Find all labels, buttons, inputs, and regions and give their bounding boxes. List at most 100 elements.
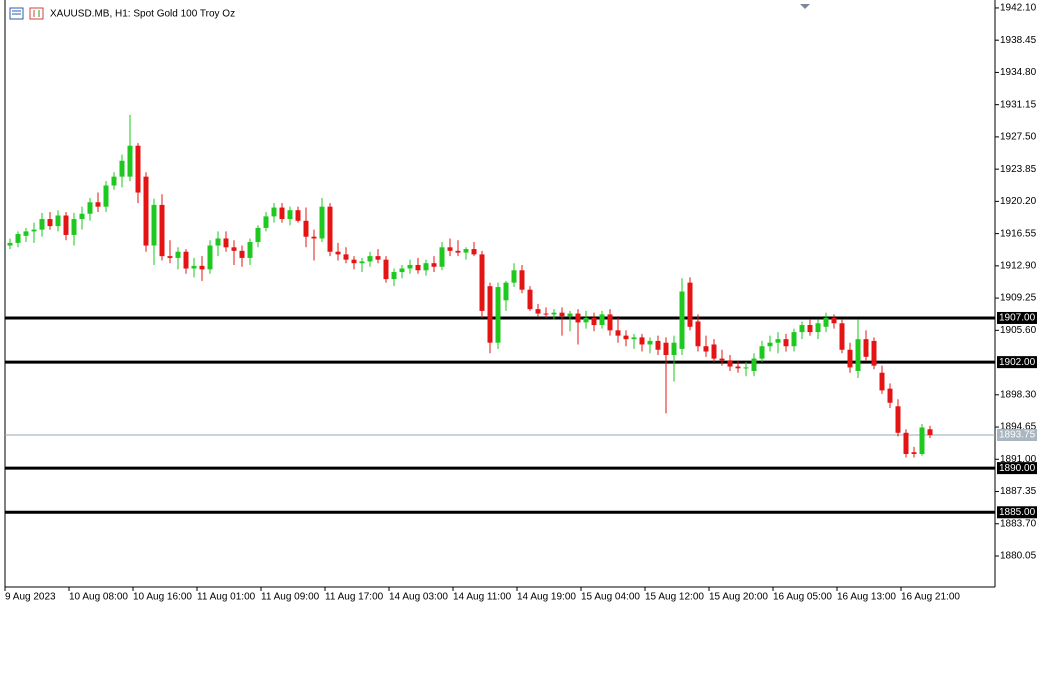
current-price-label: 1893.75 — [999, 430, 1036, 441]
candle-body — [47, 219, 53, 227]
candle-body — [823, 317, 829, 327]
x-tick-label: 16 Aug 05:00 — [773, 592, 832, 603]
candle-body — [311, 236, 317, 239]
x-tick-label: 11 Aug 01:00 — [197, 592, 256, 603]
candle-body — [159, 204, 165, 257]
y-tick-label: 1934.80 — [1000, 67, 1037, 78]
candle-body — [175, 251, 181, 258]
candle-body — [495, 287, 501, 343]
y-tick-label: 1905.60 — [1000, 325, 1037, 336]
candle-body — [655, 340, 661, 350]
candle-body — [407, 264, 413, 269]
level-box — [997, 462, 1037, 475]
candle-body — [287, 210, 293, 220]
level-box — [997, 311, 1037, 324]
level-label: 1907.00 — [999, 313, 1036, 324]
candle-body — [399, 268, 405, 273]
candle-body — [183, 251, 189, 269]
candle-body — [271, 207, 277, 217]
candle-body — [103, 185, 109, 207]
y-tick-label: 1920.20 — [1000, 196, 1037, 207]
candle-body — [79, 213, 85, 220]
candle-body — [799, 325, 805, 333]
candle-body — [415, 264, 421, 271]
level-label: 1885.00 — [999, 507, 1036, 518]
candle-body — [447, 247, 453, 251]
shift-marker — [800, 4, 810, 9]
candle-body — [855, 339, 861, 371]
x-tick-label: 14 Aug 11:00 — [453, 592, 512, 603]
x-tick-label: 15 Aug 20:00 — [709, 592, 768, 603]
candle-body — [487, 286, 493, 343]
candle-body — [295, 210, 301, 221]
x-tick-label: 15 Aug 12:00 — [645, 592, 704, 603]
candle-body — [743, 367, 749, 369]
candle-body — [703, 346, 709, 352]
candle-body — [455, 250, 461, 253]
y-tick-label: 1891.00 — [1000, 454, 1037, 465]
candle-body — [327, 206, 333, 252]
y-tick-label: 1931.15 — [1000, 99, 1037, 110]
candle-body — [39, 219, 45, 230]
candle-body — [791, 332, 797, 347]
candle-body — [111, 176, 117, 186]
candle-body — [135, 145, 141, 193]
y-tick-label: 1898.30 — [1000, 389, 1037, 400]
candle-body — [551, 312, 557, 315]
candle-body — [63, 215, 69, 235]
candle-body — [367, 256, 373, 262]
candle-body — [439, 247, 445, 267]
candle-body — [167, 256, 173, 258]
x-tick-label: 11 Aug 09:00 — [261, 592, 320, 603]
candle-body — [871, 340, 877, 366]
candle-body — [903, 432, 909, 454]
y-tick-label: 1938.45 — [1000, 35, 1037, 46]
candle-body — [423, 263, 429, 271]
candle-body — [719, 358, 725, 361]
candle-body — [583, 317, 589, 323]
candle-body — [527, 289, 533, 310]
candle-body — [639, 337, 645, 345]
level-label: 1890.00 — [999, 463, 1036, 474]
candle-body — [263, 216, 269, 228]
header-icons — [9, 7, 44, 20]
candle-body — [919, 427, 925, 454]
candle-body — [279, 207, 285, 220]
candle-body — [783, 339, 789, 347]
candle-body — [687, 282, 693, 327]
y-tick-label: 1894.65 — [1000, 422, 1037, 433]
candle-body — [55, 215, 61, 227]
candle-body — [695, 321, 701, 347]
candle-body — [431, 263, 437, 267]
candle-body — [23, 231, 29, 236]
candle-body — [663, 342, 669, 356]
candle-body — [751, 358, 757, 371]
candle-body — [215, 238, 221, 246]
candle-body — [887, 388, 893, 403]
candle-body — [191, 265, 197, 269]
candle-body — [679, 291, 685, 349]
y-tick-label: 1923.85 — [1000, 164, 1037, 175]
candle-body — [815, 323, 821, 333]
candle-body — [319, 206, 325, 239]
level-box — [997, 356, 1037, 369]
candle-body — [351, 259, 357, 264]
candle-body — [127, 145, 133, 177]
candle-body — [895, 406, 901, 433]
candle-body — [631, 337, 637, 340]
candle-body — [727, 360, 733, 367]
candle-body — [591, 317, 597, 326]
x-tick-label: 16 Aug 13:00 — [837, 592, 896, 603]
candle-body — [119, 160, 125, 177]
candle-body — [559, 312, 565, 317]
candle-body — [375, 256, 381, 260]
candle-body — [463, 249, 469, 253]
x-tick-label: 10 Aug 16:00 — [133, 592, 192, 603]
candle-body — [255, 227, 261, 243]
candle-body — [87, 202, 93, 214]
candle-body — [303, 220, 309, 237]
candle-body — [775, 339, 781, 343]
